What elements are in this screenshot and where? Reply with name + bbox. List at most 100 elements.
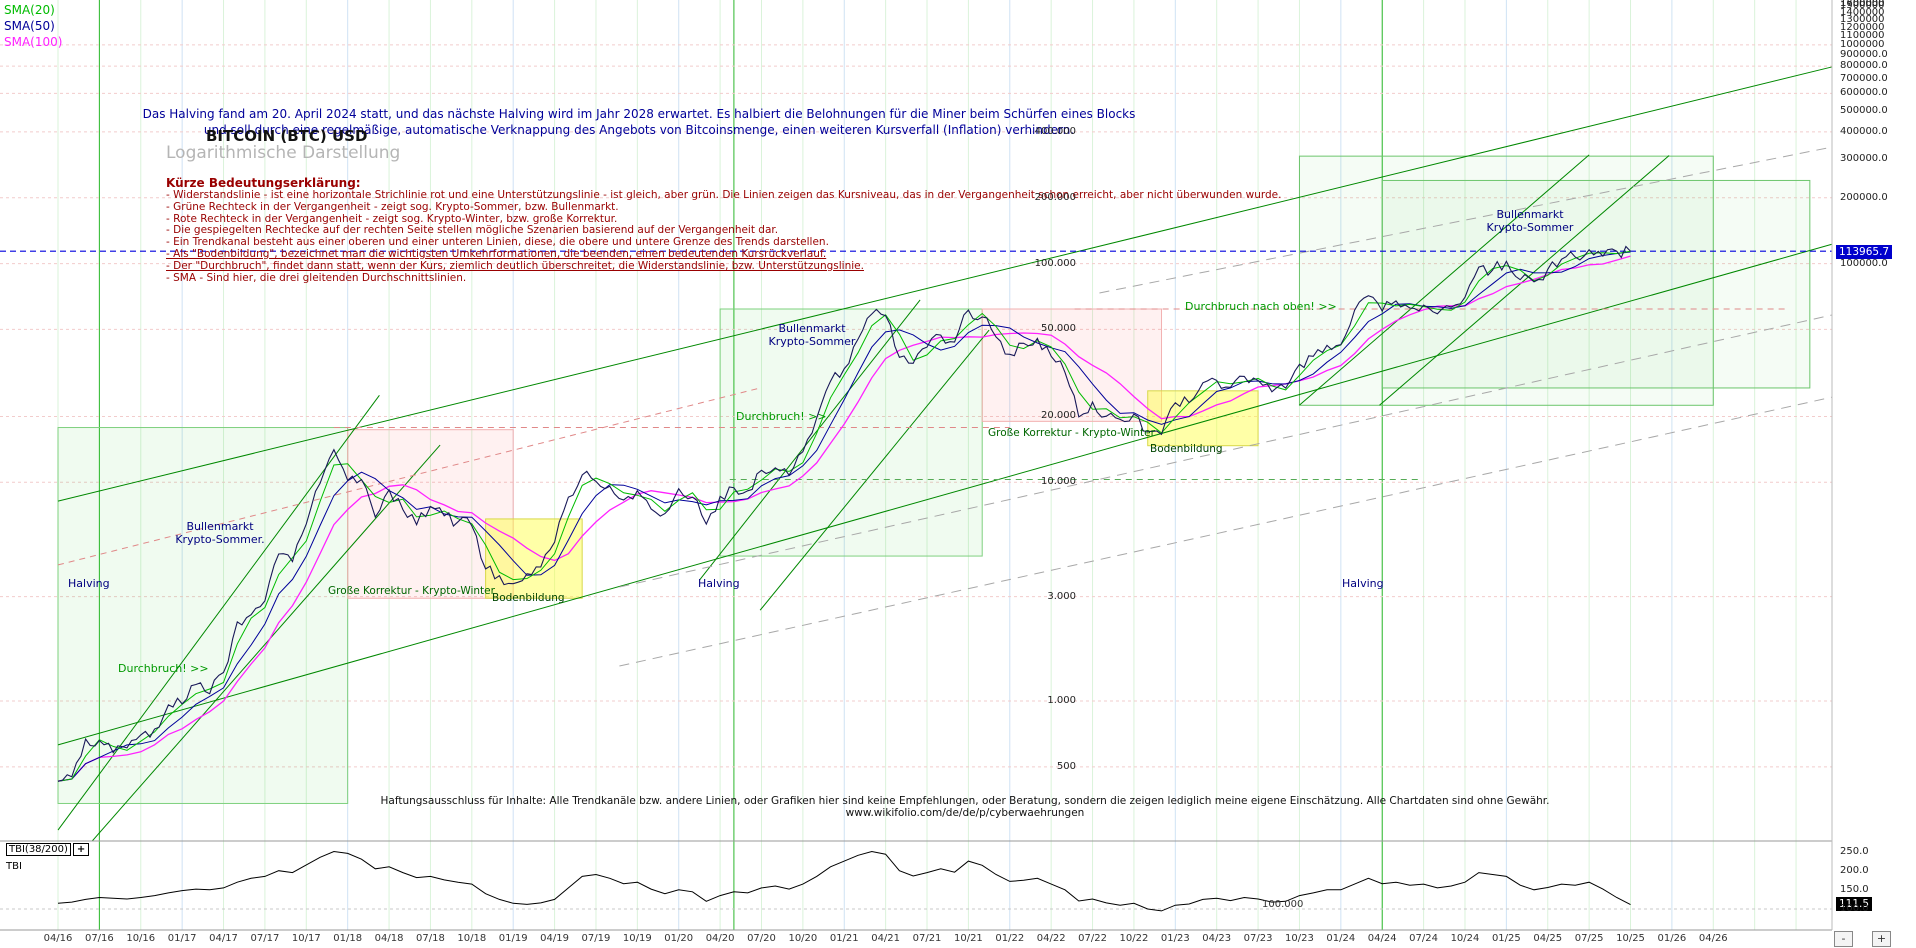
tbi-level-label: 100.000 [1262,899,1304,910]
price-axis-label: 1200000 [1840,21,1885,33]
annotation-breakout-1: Durchbruch! >> [118,662,209,675]
x-axis-label: 07/19 [581,933,611,944]
glossary-title: Kürze Bedeutungserklärung: [166,176,361,190]
glossary-item: - Ein Trendkanal besteht aus einer obere… [166,236,829,249]
x-axis-label: 10/18 [457,933,487,944]
sma100-legend-label: SMA(100) [4,35,63,49]
price-level-label: 1.000 [1047,695,1076,706]
x-axis-label: 01/17 [167,933,197,944]
price-level-label: 10.000 [1041,476,1076,488]
x-axis-label: 04/25 [1533,933,1563,944]
price-axis-label: 1400000 [1840,6,1885,18]
x-axis-label: 07/25 [1574,933,1604,944]
x-axis-label: 07/24 [1409,933,1438,944]
price-axis-label: 400000.0 [1840,125,1888,137]
price-axis-label: 1600000 [1840,0,1885,9]
tbi-axis-label: 100.0 [1840,903,1869,914]
annotation-bullmarket-1: Bullenmarkt Krypto-Sommer. [175,520,265,546]
tbi-axis-label: 250.0 [1840,845,1869,857]
price-level-label: 200.000 [1034,191,1076,203]
annotation-bullmarket-2: Bullenmarkt Krypto-Sommer [768,322,856,348]
glossary-list: - Widerstandslinie - ist eine horizontal… [166,189,1282,284]
price-level-label: 3.000 [1047,590,1076,602]
x-axis-label: 04/23 [1202,933,1232,944]
x-axis-label: 04/17 [209,933,238,944]
x-axis-label: 01/19 [498,933,528,944]
annotation-breakout-3: Durchbruch nach oben! >> [1185,300,1337,313]
price-axis-label: 900000.0 [1840,48,1888,60]
annotation-bottoming-2: Bodenbildung [1150,443,1223,455]
disclaimer-text: Haftungsausschluss für Inhalte: Alle Tre… [380,795,1550,819]
x-axis-label: 10/20 [788,933,818,944]
price-axis-label: 800000.0 [1840,60,1888,72]
tbi-axis-label: 200.0 [1840,864,1869,876]
price-level-label: 400.000 [1034,125,1076,137]
price-level-label: 20.000 [1041,410,1076,422]
tbi-indicator-label[interactable]: TBI(38/200) [6,843,71,856]
x-axis-label: 04/19 [540,933,569,944]
price-axis-label: 600000.0 [1840,87,1888,99]
x-axis-label: 04/24 [1367,933,1397,944]
x-axis-label: 01/22 [995,933,1025,944]
x-axis-label: 10/23 [1285,933,1314,944]
price-axis-label: 700000.0 [1840,72,1888,84]
annotation-correction-2: Große Korrektur - Krypto-Winter [988,427,1155,439]
chart-title: BITCOIN (BTC) USD [206,127,368,145]
tbi-axis-label: 150.0 [1840,883,1869,895]
x-axis-label: 10/16 [126,933,156,944]
x-axis-label: 10/19 [622,933,652,944]
halving-note-line2: und soll durch eine regelmäßige, automat… [203,123,1075,137]
x-axis-label: 10/22 [1119,933,1149,944]
x-axis-label: 07/23 [1243,933,1273,944]
annotation-halving-2: Halving [698,577,740,590]
price-axis-label: 1700000 [1840,0,1885,9]
tbi-indicator-header: TBI(38/200) + [6,843,90,856]
glossary-item: - Der "Durchbruch", findet dann statt, w… [166,259,864,272]
zoom-out-button[interactable]: - [1834,931,1853,947]
x-axis-label: 07/17 [250,933,280,944]
annotation-halving-3: Halving [1342,577,1384,590]
x-axis-label: 01/21 [829,933,859,944]
x-axis-label: 01/26 [1657,933,1687,944]
price-axis-label: 1100000 [1840,29,1885,41]
tbi-expand-button[interactable]: + [72,843,90,856]
x-axis-label: 04/20 [705,933,735,944]
x-axis-label: 10/17 [291,933,321,944]
price-axis-label: 500000.0 [1840,104,1888,116]
x-axis-label: 10/25 [1616,933,1645,944]
halving-note-line1: Das Halving fand am 20. April 2024 statt… [142,107,1136,121]
price-axis-label: 300000.0 [1840,153,1888,165]
annotation-halving-1: Halving [68,577,110,590]
sma-legend: SMA(20) SMA(50) SMA(100) [4,2,62,50]
x-axis-label: 07/21 [912,933,942,944]
glossary-item: - Die gespiegelten Rechtecke auf der rec… [166,224,779,237]
price-axis-label: 100000.0 [1840,257,1888,269]
chart-subtitle: Logarithmische Darstellung [166,143,401,163]
price-axis-label: 1000000 [1840,38,1885,50]
glossary-item: - SMA - Sind hier, die drei gleitenden D… [166,271,467,284]
tbi-short-label: TBI [6,861,22,872]
x-axis-label: 01/24 [1326,933,1356,944]
glossary-item: - Grüne Rechteck in der Vergangenheit - … [166,200,619,213]
x-axis-label: 10/24 [1450,933,1480,944]
price-axis-label: 1500000 [1840,0,1885,12]
price-marker-badge: 113965.7 [1836,245,1893,259]
price-level-label: 500 [1056,760,1076,772]
x-axis-label: 07/22 [1078,933,1107,944]
annotation-bottoming-1: Bodenbildung [492,592,565,604]
glossary-item: - Rote Rechteck in der Vergangenheit - z… [166,212,618,225]
sma50-legend-label: SMA(50) [4,19,55,33]
zoom-in-button[interactable]: + [1872,931,1891,947]
x-axis-label: 01/18 [333,933,363,944]
x-axis-label: 01/25 [1491,933,1521,944]
glossary-item: - Widerstandslinie - ist eine horizontal… [166,189,1282,201]
x-axis-label: 04/22 [1036,933,1066,944]
price-level-label: 100.000 [1034,257,1076,269]
x-axis-label: 07/16 [84,933,114,944]
sma20-legend-label: SMA(20) [4,3,55,17]
x-axis-label: 07/18 [416,933,445,944]
glossary-item: - Als "Bodenbildung", bezeichnet man die… [166,247,827,260]
price-axis-label: 1300000 [1840,13,1885,25]
